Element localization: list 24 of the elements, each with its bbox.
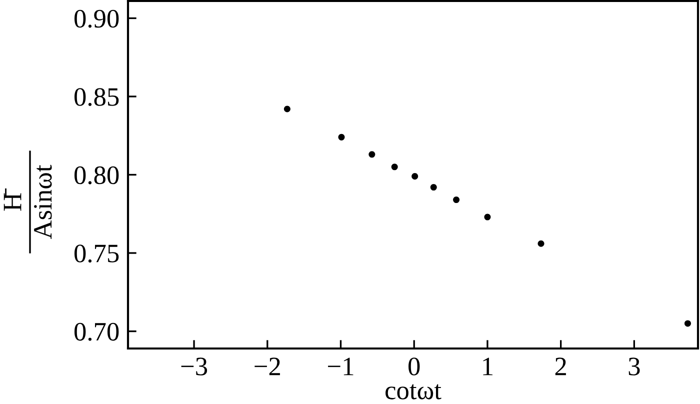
point <box>538 240 544 247</box>
x-tick-label: 0 <box>408 358 420 376</box>
point <box>412 173 418 180</box>
x-tick-label: −3 <box>181 358 208 376</box>
y-tick-label: 0.85 <box>74 88 119 106</box>
x-tick-label: −1 <box>328 358 354 376</box>
x-axis-title: cotωt <box>386 384 442 400</box>
point <box>338 134 345 140</box>
x-tick-label: −2 <box>254 358 280 376</box>
point <box>430 184 437 191</box>
x-tick-label: 2 <box>555 358 566 376</box>
y-tick-label: 0.90 <box>74 10 119 28</box>
point <box>684 320 691 327</box>
y-tick-label: 0.75 <box>74 244 119 263</box>
y-tick-label: 0.80 <box>74 166 119 184</box>
y-axis-title: H̄ Asinωt <box>4 164 52 240</box>
point <box>284 106 290 112</box>
x-tick-label: 1 <box>483 358 492 376</box>
point <box>368 151 376 158</box>
point <box>391 164 398 170</box>
x-tick-label: 3 <box>628 358 640 376</box>
point <box>484 214 491 220</box>
y-tick-label: 0.70 <box>74 322 119 341</box>
point <box>453 196 460 204</box>
